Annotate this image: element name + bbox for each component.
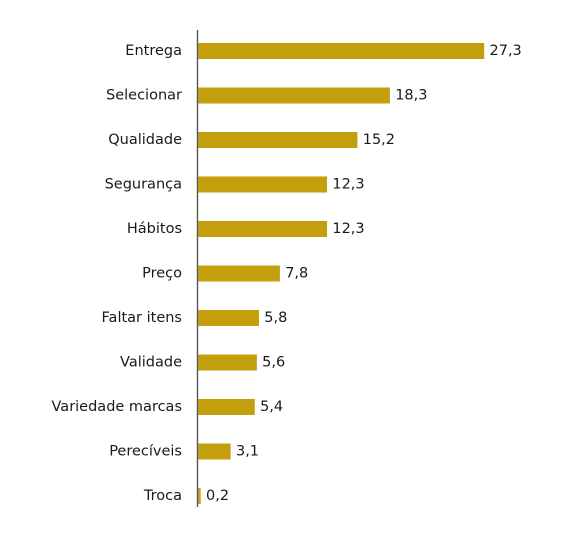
value-label: 15,2	[363, 132, 395, 148]
category-label: Qualidade	[108, 132, 182, 148]
bar-7	[198, 354, 257, 371]
category-label: Troca	[143, 488, 182, 504]
bars-group	[198, 43, 485, 504]
value-label: 0,2	[206, 488, 229, 504]
category-labels-group: Entrega Selecionar Qualidade Segurança Hábit…	[52, 43, 183, 504]
bar-10	[198, 488, 201, 504]
value-labels-group: 27,3 18,3 15,2 12,3 12,3 7,8 5,8 5,6 5,4 3,1 0,2	[206, 43, 522, 504]
category-label: Variedade marcas	[52, 399, 182, 415]
bar-0	[198, 43, 485, 59]
category-label: Faltar itens	[102, 310, 182, 326]
bar-9	[198, 443, 231, 460]
value-label: 5,8	[264, 310, 287, 326]
value-label: 7,8	[285, 266, 308, 282]
category-label: Segurança	[105, 177, 182, 193]
bar-5	[198, 265, 280, 282]
value-label: 27,3	[490, 43, 522, 59]
bar-2	[198, 132, 358, 148]
category-label: Preço	[142, 266, 182, 282]
category-label: Entrega	[125, 43, 182, 59]
value-label: 5,4	[260, 399, 283, 415]
bar-8	[198, 399, 255, 415]
category-label: Validade	[120, 355, 182, 371]
bar-6	[198, 310, 259, 326]
value-label: 18,3	[395, 88, 427, 104]
category-label: Hábitos	[127, 221, 182, 237]
value-label: 12,3	[332, 221, 364, 237]
bar-1	[198, 87, 390, 104]
bar-4	[198, 221, 328, 237]
category-label: Perecíveis	[109, 444, 182, 460]
value-label: 3,1	[236, 444, 259, 460]
bar-3	[198, 176, 328, 193]
value-label: 5,6	[262, 355, 285, 371]
category-label: Selecionar	[106, 88, 182, 104]
value-label: 12,3	[332, 177, 364, 193]
